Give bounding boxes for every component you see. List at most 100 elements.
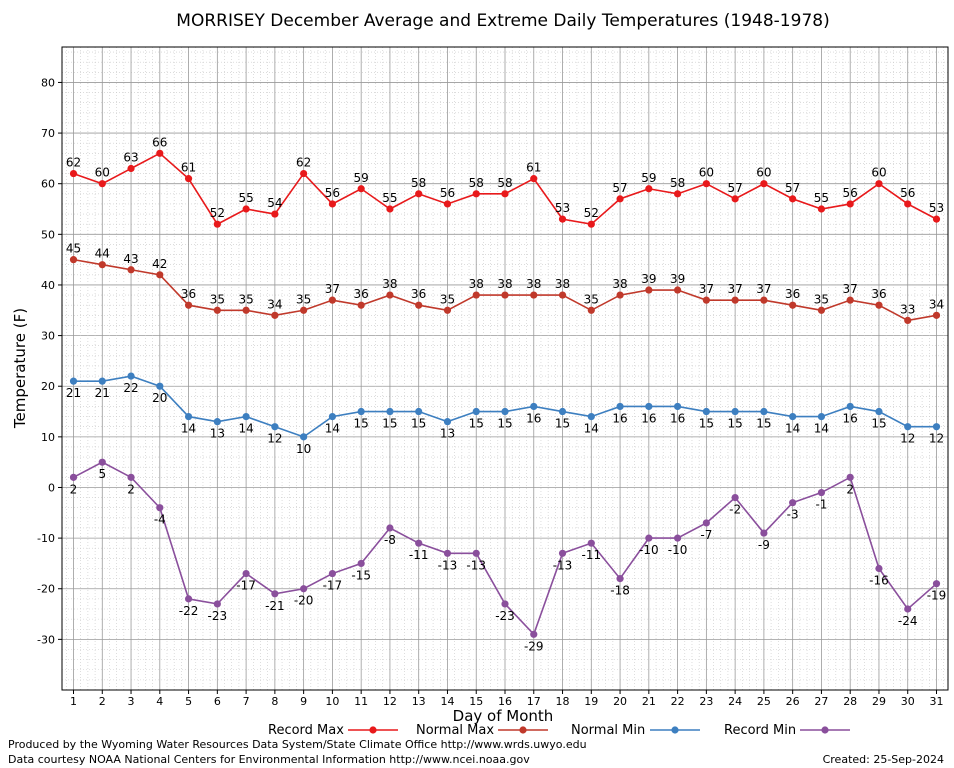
data-label-record-max: 62: [296, 156, 311, 170]
x-tick-label: 23: [699, 695, 713, 708]
data-label-record-min: -3: [787, 508, 799, 522]
data-label-normal-min: 16: [670, 411, 685, 425]
series-normal-min: [69, 372, 941, 441]
data-label-normal-max: 33: [900, 302, 915, 316]
data-point-record-min: [875, 564, 883, 573]
data-label-record-min: -8: [384, 533, 396, 547]
data-point-normal-max: [69, 256, 78, 264]
data-label-normal-max: 37: [325, 282, 340, 296]
data-point-normal-max: [184, 301, 193, 309]
data-point-record-min: [300, 585, 308, 593]
data-point-normal-min: [760, 407, 768, 416]
y-tick-label: 10: [41, 431, 55, 444]
x-tick-label: 21: [642, 695, 656, 708]
data-label-normal-min: 15: [727, 417, 742, 431]
x-tick-label: 24: [728, 695, 742, 708]
data-label-record-max: 58: [670, 176, 685, 190]
x-tick-label: 20: [613, 695, 627, 708]
footer-data-courtesy: Data courtesy NOAA National Centers for …: [8, 753, 530, 766]
data-point-record-max: [904, 200, 912, 208]
data-point-record-min: [98, 458, 106, 466]
x-tick-label: 11: [354, 695, 368, 708]
data-label-record-min: -17: [236, 579, 256, 593]
legend-item-record-min: Record Min: [724, 723, 850, 738]
data-point-normal-max: [386, 291, 394, 299]
data-label-normal-max: 42: [152, 257, 167, 271]
data-label-record-max: 58: [469, 176, 484, 190]
legend-label: Record Min: [724, 723, 796, 738]
x-tick-label: 27: [814, 695, 828, 708]
data-point-normal-min: [645, 402, 653, 411]
data-label-record-min: -11: [409, 548, 429, 562]
data-point-record-max: [932, 215, 941, 223]
data-point-record-min: [156, 504, 164, 512]
x-tick-label: 15: [469, 695, 483, 708]
data-label-record-max: 55: [238, 191, 253, 205]
data-label-normal-min: 15: [555, 417, 570, 431]
data-point-record-max: [530, 175, 538, 183]
data-label-record-max: 57: [612, 181, 627, 195]
data-point-record-min: [443, 549, 452, 557]
x-tick-label: 5: [185, 695, 192, 708]
data-point-record-min: [558, 549, 567, 557]
y-tick-label: 70: [41, 127, 55, 140]
x-tick-label: 1: [70, 695, 77, 708]
y-tick-label: 30: [41, 330, 55, 343]
legend-label: Record Max: [268, 723, 344, 738]
data-point-normal-max: [846, 296, 854, 304]
data-label-record-min: -10: [639, 543, 659, 557]
data-point-record-max: [415, 190, 423, 198]
data-point-normal-max: [731, 296, 739, 304]
data-point-record-min: [645, 534, 653, 542]
data-point-record-min: [501, 600, 509, 608]
data-label-normal-max: 35: [584, 292, 599, 306]
data-label-record-max: 57: [727, 181, 742, 195]
data-point-record-max: [760, 180, 768, 188]
y-tick-label: 60: [41, 178, 55, 191]
data-label-record-min: -24: [898, 614, 918, 628]
x-tick-label: 16: [498, 695, 512, 708]
data-label-normal-max: 37: [727, 282, 742, 296]
data-label-record-min: -4: [154, 513, 166, 527]
data-point-normal-min: [127, 372, 135, 380]
data-point-normal-min: [213, 418, 221, 426]
data-label-record-max: 60: [699, 166, 714, 180]
data-point-record-max: [156, 149, 164, 157]
data-point-record-min: [127, 473, 135, 481]
data-label-record-max: 56: [440, 186, 455, 200]
data-point-normal-max: [501, 291, 509, 299]
data-label-record-max: 61: [181, 161, 196, 175]
data-label-record-min: -9: [758, 538, 770, 552]
series-group: [69, 149, 941, 638]
data-label-record-max: 60: [756, 166, 771, 180]
data-point-normal-max: [904, 316, 912, 325]
data-label-normal-max: 36: [411, 287, 426, 301]
data-label-normal-min: 20: [152, 391, 167, 405]
data-point-record-min: [904, 605, 912, 613]
x-axis-title: Day of Month: [453, 707, 554, 725]
data-point-normal-min: [789, 412, 797, 421]
data-label-normal-min: 14: [238, 422, 253, 436]
data-point-record-max: [98, 180, 106, 188]
data-point-record-min: [817, 488, 826, 497]
data-label-normal-max: 44: [95, 247, 110, 261]
legend-label: Normal Max: [416, 723, 494, 738]
data-label-record-min: -7: [700, 528, 712, 542]
y-tick-label: -20: [37, 583, 55, 596]
data-label-record-max: 59: [354, 171, 369, 185]
data-point-normal-min: [184, 412, 193, 421]
data-point-normal-max: [300, 306, 308, 314]
data-label-normal-max: 35: [814, 292, 829, 306]
data-label-record-min: 2: [846, 482, 854, 496]
data-label-record-min: -16: [869, 573, 889, 587]
data-label-normal-min: 12: [267, 432, 282, 446]
data-point-normal-min: [702, 407, 710, 416]
x-tick-label: 14: [440, 695, 454, 708]
data-point-normal-max: [760, 296, 768, 304]
data-label-record-min: -11: [581, 548, 601, 562]
data-label-normal-min: 22: [123, 381, 138, 395]
data-point-record-max: [673, 190, 682, 198]
y-tick-label: 0: [48, 481, 55, 494]
data-point-record-min: [616, 575, 624, 583]
data-label-record-min: -19: [927, 589, 947, 603]
